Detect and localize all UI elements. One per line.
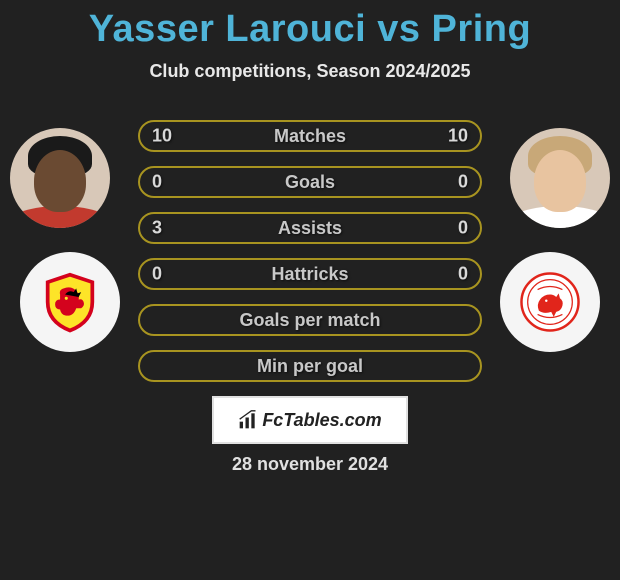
page-title: Yasser Larouci vs Pring (0, 8, 620, 51)
comparison-card: Yasser Larouci vs Pring Club competition… (0, 0, 620, 580)
stat-value-left: 3 (152, 218, 162, 239)
stat-row: Matches 10 10 (138, 120, 482, 152)
stat-row: Assists 3 0 (138, 212, 482, 244)
skin (34, 150, 86, 212)
chart-icon (238, 410, 258, 430)
player-right-avatar (510, 128, 610, 228)
stat-label: Hattricks (271, 264, 348, 285)
player-left-avatar (10, 128, 110, 228)
bristol-city-icon (519, 271, 581, 333)
watford-icon (39, 271, 101, 333)
fctables-text: FcTables.com (262, 410, 381, 431)
stat-row: Goals 0 0 (138, 166, 482, 198)
stat-value-right: 0 (458, 172, 468, 193)
date-label: 28 november 2024 (0, 454, 620, 475)
stat-label: Goals (285, 172, 335, 193)
fctables-badge: FcTables.com (212, 396, 408, 444)
stat-label: Goals per match (239, 310, 380, 331)
stat-label: Matches (274, 126, 346, 147)
stat-value-left: 0 (152, 264, 162, 285)
stat-row: Hattricks 0 0 (138, 258, 482, 290)
face-placeholder (510, 128, 610, 228)
stat-value-right: 10 (448, 126, 468, 147)
stat-row: Goals per match (138, 304, 482, 336)
subtitle: Club competitions, Season 2024/2025 (0, 61, 620, 82)
face-placeholder (10, 128, 110, 228)
stat-label: Assists (278, 218, 342, 239)
stat-value-right: 0 (458, 218, 468, 239)
stats-list: Matches1010Goals00Assists30Hattricks00Go… (138, 120, 482, 396)
club-left-badge (20, 252, 120, 352)
stat-label: Min per goal (257, 356, 363, 377)
club-right-badge (500, 252, 600, 352)
skin (534, 150, 586, 212)
stat-value-left: 0 (152, 172, 162, 193)
stat-value-right: 0 (458, 264, 468, 285)
stat-value-left: 10 (152, 126, 172, 147)
fctables-label: FcTables.com (238, 410, 381, 431)
stat-row: Min per goal (138, 350, 482, 382)
